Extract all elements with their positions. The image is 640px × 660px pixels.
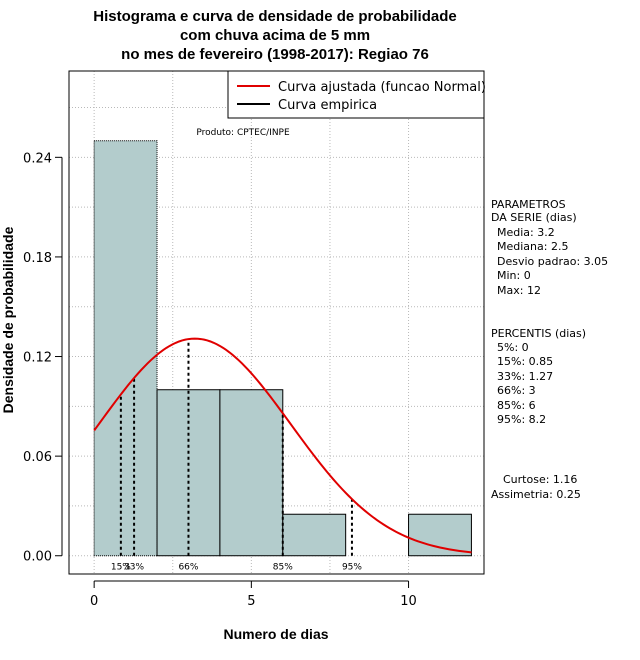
y-tick-label-2: 0.12 (23, 351, 52, 366)
chart-title: Histograma e curva de densidade de proba… (93, 8, 456, 63)
chart-title-line-2: com chuva acima de 5 mm (180, 27, 370, 44)
assimetria-value: Assimetria: 0.25 (491, 488, 581, 501)
x-axis-title: Numero de dias (223, 626, 328, 642)
histogram-bar-2 (219, 389, 284, 557)
percentis-95: 95%: 8.2 (497, 413, 546, 426)
curtose-value: Curtose: 1.16 (503, 473, 577, 486)
percentis-panel: PERCENTIS (dias) 5%: 0 15%: 0.85 33%: 1.… (491, 327, 586, 426)
legend-label-empirical: Curva empirica (278, 98, 377, 113)
chart-title-line-1: Histograma e curva de densidade de proba… (93, 8, 456, 25)
y-axis-title: Densidade de probabilidade (0, 226, 16, 413)
y-tick-label-4: 0.24 (23, 151, 52, 166)
y-tick-label-1: 0.06 (23, 450, 52, 465)
percentile-label-95: 95% (342, 563, 362, 573)
parametros-desvio: Desvio padrao: 3.05 (497, 255, 608, 268)
product-annotation: Produto: CPTEC/INPE (196, 128, 290, 138)
parametros-header-line-2: DA SERIE (dias) (491, 211, 577, 224)
percentile-label-33: 33% (124, 563, 144, 573)
parametros-header-line-1: PARAMETROS (491, 198, 566, 211)
percentis-header: PERCENTIS (dias) (491, 327, 586, 340)
legend-box (227, 70, 485, 119)
percentis-15: 15%: 0.85 (497, 355, 553, 368)
percentis-5: 5%: 0 (497, 341, 529, 354)
y-tick-label-0: 0.00 (23, 550, 52, 565)
x-tick-label-0: 0 (90, 594, 98, 609)
chart-title-line-3: no mes de fevereiro (1998-2017): Regiao … (121, 46, 429, 63)
legend: Curva ajustada (funcao Normal) Curva emp… (227, 70, 486, 119)
parametros-media: Media: 3.2 (497, 226, 555, 239)
percentis-85: 85%: 6 (497, 399, 536, 412)
histogram-bars (93, 140, 472, 557)
histogram-bar-3 (282, 513, 347, 557)
percentile-label-15: 15% (111, 563, 131, 573)
percentis-66: 66%: 3 (497, 384, 536, 397)
percentile-label-85: 85% (273, 563, 293, 573)
percentis-33: 33%: 1.27 (497, 370, 553, 383)
shape-stats-panel: Curtose: 1.16 Assimetria: 0.25 (491, 473, 581, 501)
x-tick-label-2: 10 (400, 594, 417, 609)
histogram-bar-5 (408, 513, 472, 557)
parametros-panel: PARAMETROS DA SERIE (dias) Media: 3.2 Me… (491, 198, 608, 297)
legend-label-normal: Curva ajustada (funcao Normal) (278, 80, 486, 95)
parametros-min: Min: 0 (497, 269, 531, 282)
parametros-max: Max: 12 (497, 284, 541, 297)
x-tick-label-1: 5 (247, 594, 255, 609)
percentile-label-66: 66% (178, 563, 198, 573)
normal-curve-line (93, 337, 472, 554)
percentile-markers: 15%33% 66% 85% 95% (111, 339, 362, 573)
parametros-mediana: Mediana: 2.5 (497, 240, 568, 253)
y-tick-label-3: 0.18 (23, 251, 52, 266)
histogram-bar-0 (93, 140, 158, 557)
axes: 0.00 0.06 0.12 0.18 0.24 0 5 10 (23, 151, 417, 609)
